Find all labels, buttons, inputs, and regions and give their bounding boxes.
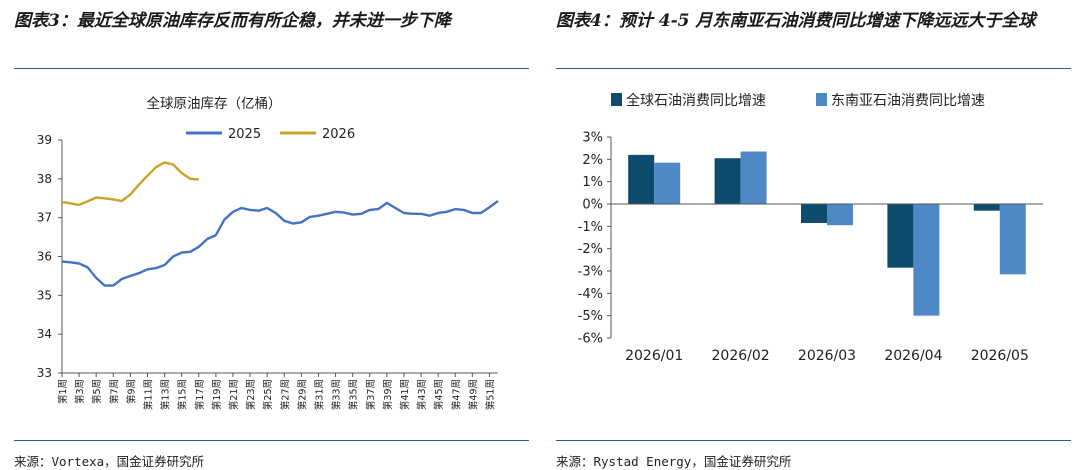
y-tick-label: 39 (37, 133, 52, 147)
x-tick-label: 第45周 (433, 379, 445, 410)
title-divider (556, 68, 1071, 69)
x-tick-label: 第37周 (365, 379, 377, 410)
x-category-label: 2026/05 (971, 348, 1029, 364)
x-tick-label: 第1周 (57, 379, 69, 404)
bar-global-2026/02 (714, 158, 741, 204)
x-tick-label: 第27周 (279, 379, 291, 410)
x-tick-label: 第13周 (160, 379, 172, 410)
figure-3-source: 来源：Vortexa，国金证券研究所 (14, 454, 205, 469)
y-tick-label: -1% (578, 220, 603, 235)
y-tick-label: 37 (37, 211, 52, 225)
x-tick-label: 第31周 (313, 379, 325, 410)
figure-3-title: 图表3：最近全球原油库存反而有所企稳，并未进一步下降 (14, 11, 451, 31)
y-tick-label: -3% (578, 265, 603, 280)
y-tick-label: 35 (37, 288, 52, 302)
bar-global-2026/05 (973, 204, 1000, 211)
x-tick-label: 第35周 (348, 379, 360, 410)
bar-southeast-asia-2026/04 (913, 204, 940, 316)
y-tick-label: -6% (578, 332, 603, 347)
bar-southeast-asia-2026/01 (654, 162, 681, 204)
x-category-label: 2026/02 (712, 348, 770, 364)
y-tick-label: -4% (578, 287, 603, 302)
x-tick-label: 第19周 (211, 379, 223, 410)
y-tick-label: -2% (578, 242, 603, 257)
legend-swatch (611, 93, 622, 106)
legend-label: 全球石油消费同比增速 (626, 92, 766, 109)
x-tick-label: 第29周 (296, 379, 308, 410)
y-tick-label: 34 (37, 327, 52, 341)
title-divider (14, 68, 529, 69)
y-tick-label: 2% (582, 153, 603, 168)
x-tick-label: 第49周 (467, 379, 479, 410)
y-tick-label: 3% (582, 131, 603, 146)
x-tick-label: 第41周 (399, 379, 411, 410)
y-tick-label: 0% (582, 198, 603, 213)
x-tick-label: 第3周 (74, 379, 86, 404)
x-category-label: 2026/01 (625, 348, 683, 364)
x-category-label: 2026/04 (884, 348, 942, 364)
figure-4-title: 图表4：预计 4-5 月东南亚石油消费同比增速下降远远大于全球 (556, 11, 1036, 31)
y-tick-label: 1% (582, 175, 603, 190)
x-tick-label: 第23周 (245, 379, 257, 410)
y-tick-label: 38 (37, 172, 52, 186)
bar-southeast-asia-2026/03 (827, 204, 853, 226)
legend-label: 东南亚石油消费同比增速 (831, 93, 985, 109)
x-tick-label: 第51周 (484, 379, 496, 410)
x-tick-label: 第43周 (416, 379, 428, 410)
legend-swatch (816, 93, 827, 106)
x-tick-label: 第39周 (382, 379, 394, 410)
legend-label-2025: 2025 (228, 127, 261, 142)
series-line-2026 (61, 161, 199, 207)
bar-global-2026/01 (628, 154, 655, 204)
bar-global-2026/03 (801, 204, 827, 223)
x-tick-label: 第7周 (108, 379, 120, 404)
footer-divider (556, 440, 1071, 441)
figure-4-panel: 图表4：预计 4-5 月东南亚石油消费同比增速下降远远大于全球 全球石油消费同比… (556, 0, 1076, 470)
figure-4-source: 来源：Rystad Energy，国金证券研究所 (556, 454, 792, 469)
y-tick-label: 33 (37, 366, 52, 380)
x-tick-label: 第11周 (142, 379, 154, 410)
bar-southeast-asia-2026/05 (999, 204, 1026, 275)
x-tick-label: 第33周 (331, 379, 343, 410)
x-tick-label: 第25周 (262, 379, 274, 410)
series-line-2025 (61, 200, 499, 287)
y-tick-label: 36 (37, 250, 52, 264)
chart-title: 全球原油库存（亿桶） (147, 95, 282, 112)
bar-southeast-asia-2026/02 (740, 151, 767, 204)
footer-divider (14, 440, 529, 441)
bar-global-2026/04 (887, 204, 914, 268)
y-tick-label: -5% (578, 309, 603, 324)
consumption-growth-bar-chart: 全球石油消费同比增速 东南亚石油消费同比增速 -6% -5% -4% -3% -2% -1% 0… (578, 92, 1043, 364)
x-tick-label: 第9周 (125, 379, 137, 404)
x-tick-label: 第17周 (194, 379, 206, 410)
x-tick-label: 第21周 (228, 379, 240, 410)
x-category-label: 2026/03 (798, 348, 856, 364)
figure-3-panel: 图表3：最近全球原油库存反而有所企稳，并未进一步下降 全球原油库存（亿桶） 202… (14, 0, 534, 470)
x-tick-label: 第15周 (177, 379, 189, 410)
legend-label-2026: 2026 (322, 127, 355, 142)
x-tick-label: 第5周 (91, 379, 103, 404)
x-tick-label: 第47周 (450, 379, 462, 410)
